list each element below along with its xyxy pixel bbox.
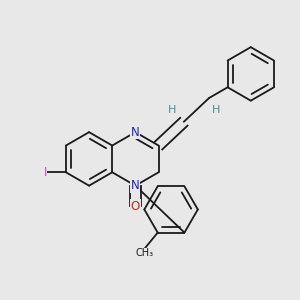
- Text: N: N: [131, 126, 140, 139]
- Text: I: I: [44, 166, 47, 179]
- Text: O: O: [131, 200, 140, 213]
- Text: H: H: [212, 105, 221, 115]
- Text: CH₃: CH₃: [135, 248, 153, 258]
- Text: H: H: [168, 105, 176, 115]
- Text: N: N: [131, 179, 140, 192]
